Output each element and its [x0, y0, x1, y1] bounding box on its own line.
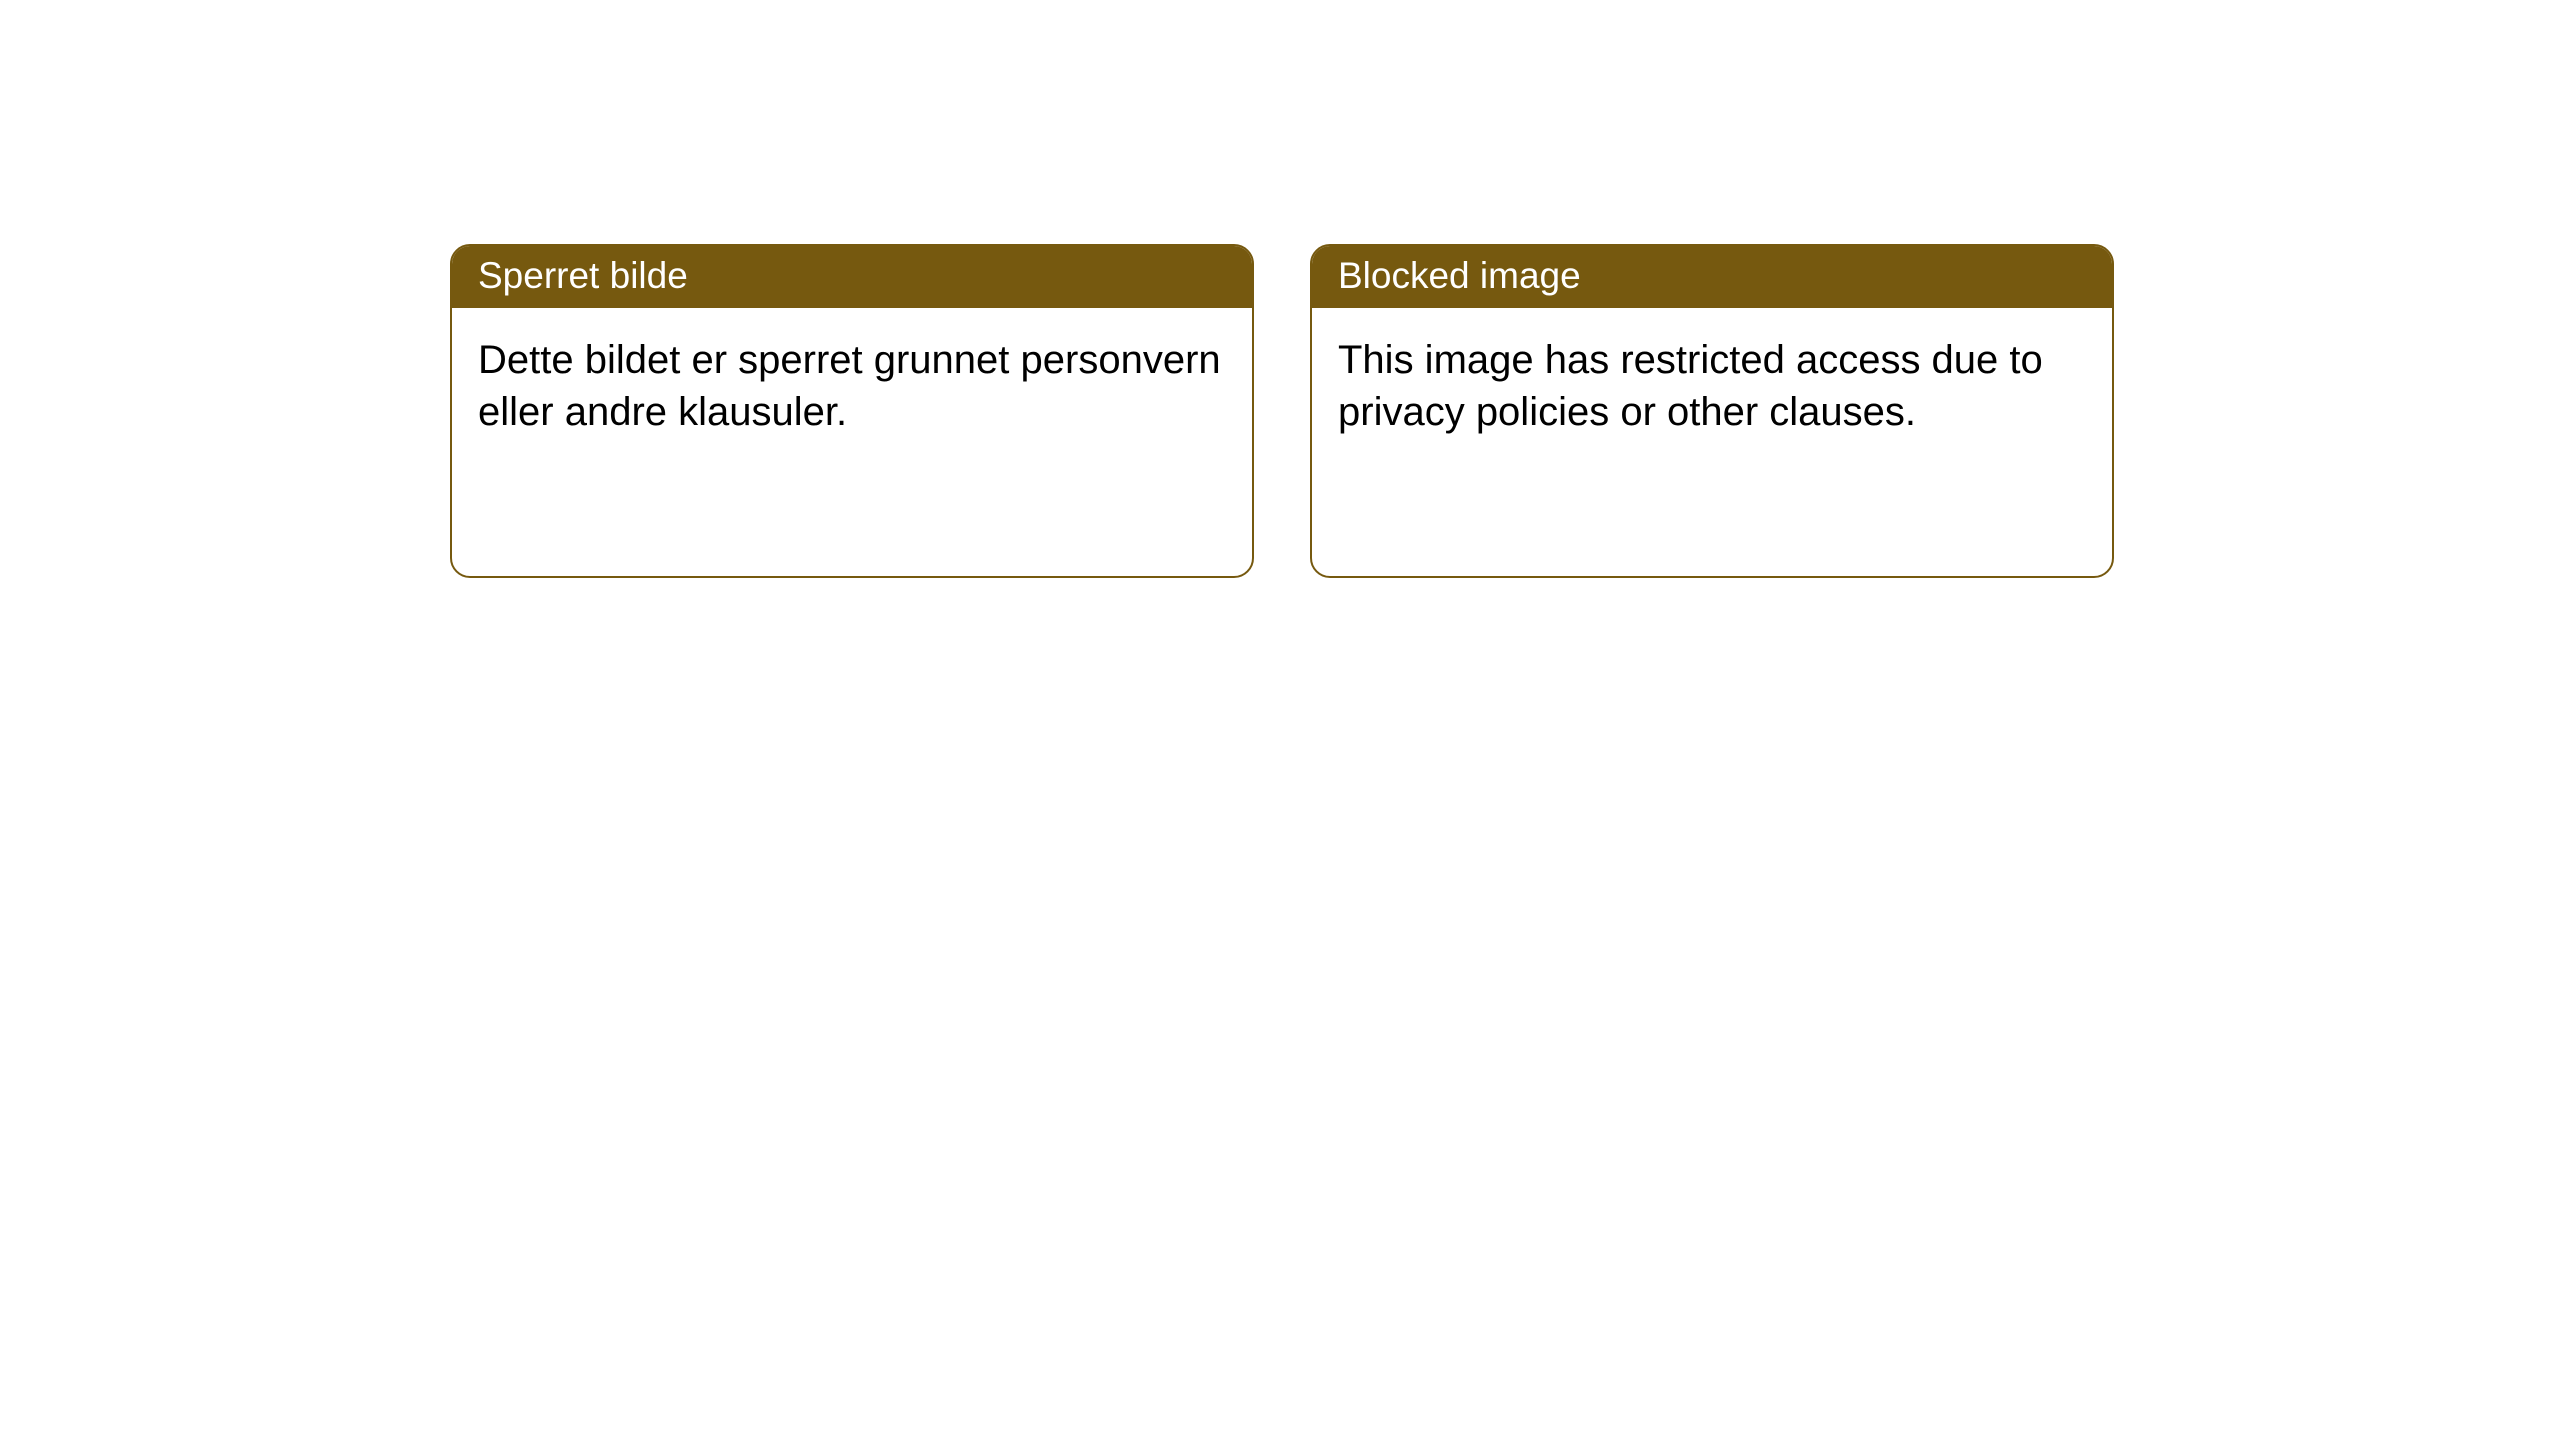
notice-body: This image has restricted access due to … — [1312, 308, 2112, 464]
notice-card-norwegian: Sperret bilde Dette bildet er sperret gr… — [450, 244, 1254, 578]
notice-body: Dette bildet er sperret grunnet personve… — [452, 308, 1252, 464]
notice-header: Sperret bilde — [452, 246, 1252, 308]
notice-card-english: Blocked image This image has restricted … — [1310, 244, 2114, 578]
notice-header: Blocked image — [1312, 246, 2112, 308]
notice-container: Sperret bilde Dette bildet er sperret gr… — [450, 244, 2114, 578]
